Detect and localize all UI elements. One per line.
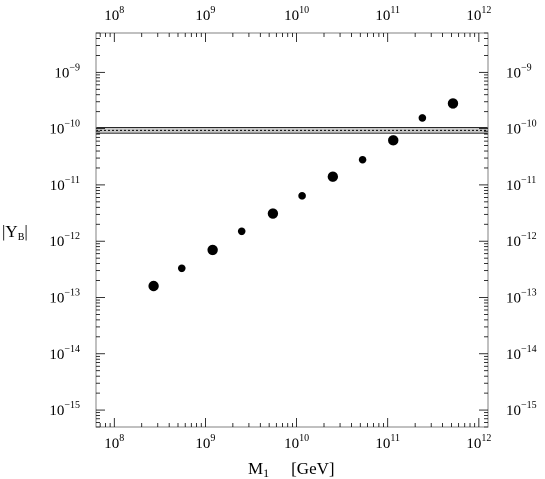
x-tick-label-top: 1011 <box>375 5 400 24</box>
data-point <box>237 227 246 236</box>
y-tick-label-right-exponent: −15 <box>521 400 537 411</box>
y-axis-subscript: B <box>18 232 25 243</box>
y-tick-label-right: 10−12 <box>506 231 537 250</box>
y-tick-label-right-exponent: −13 <box>521 287 537 298</box>
x-tick-label-top: 1010 <box>284 5 309 24</box>
y-tick-label-right-base: 10 <box>506 234 521 250</box>
y-tick-label-base: 10 <box>54 65 69 81</box>
x-tick-label-top-exponent: 9 <box>210 5 215 16</box>
y-tick-label-right-exponent: −9 <box>521 62 532 73</box>
y-tick-label: 10−14 <box>49 344 80 363</box>
observed-band-layer <box>95 127 489 134</box>
data-point <box>298 192 306 200</box>
y-tick-label-right-exponent: −11 <box>521 175 536 186</box>
y-tick-label-right: 10−10 <box>506 119 537 138</box>
y-axis-end: | <box>24 222 27 241</box>
y-tick-label: 10−15 <box>49 400 80 419</box>
y-tick-label-exponent: −11 <box>65 175 80 186</box>
y-tick-label-right-base: 10 <box>506 65 521 81</box>
x-tick-label-top-exponent: 10 <box>299 5 309 16</box>
y-tick-label-base: 10 <box>49 122 64 138</box>
y-tick-label-exponent: −15 <box>64 400 80 411</box>
y-tick-label-right-base: 10 <box>506 347 521 363</box>
x-axis-symbol: M <box>248 459 263 478</box>
x-tick-label-base: 10 <box>195 436 210 452</box>
x-tick-label-exponent: 9 <box>210 433 215 444</box>
y-tick-label-right-base: 10 <box>506 403 521 419</box>
x-tick-label: 1010 <box>284 433 309 452</box>
plot-frame <box>95 32 489 428</box>
data-point <box>388 135 399 146</box>
data-point <box>267 208 279 219</box>
x-tick-label-exponent: 12 <box>481 433 491 444</box>
tick-labels: 10810810910910101010101110111012101210−9… <box>49 5 536 452</box>
x-tick-label-top-exponent: 12 <box>481 5 491 16</box>
y-tick-label-right-base: 10 <box>506 122 521 138</box>
y-tick-label-exponent: −12 <box>64 231 80 242</box>
x-tick-label: 1012 <box>466 433 491 452</box>
data-point <box>358 155 367 164</box>
x-tick-label-top-exponent: 11 <box>390 5 400 16</box>
x-tick-label-base: 10 <box>375 436 390 452</box>
x-tick-label-exponent: 11 <box>390 433 400 444</box>
data-point <box>447 98 459 109</box>
y-tick-label-right-exponent: −12 <box>521 231 537 242</box>
data-points <box>148 98 459 292</box>
x-tick-label-exponent: 10 <box>299 433 309 444</box>
y-tick-label-base: 10 <box>49 290 64 306</box>
y-tick-label-right: 10−11 <box>506 175 536 194</box>
x-tick-label: 109 <box>195 433 215 452</box>
data-point <box>177 264 186 273</box>
y-tick-label-exponent: −9 <box>69 62 80 73</box>
data-point <box>418 114 427 122</box>
x-axis-subscript: 1 <box>263 466 269 479</box>
y-tick-label-exponent: −10 <box>64 119 80 130</box>
data-point <box>327 171 339 182</box>
y-tick-label-right-exponent: −10 <box>521 119 537 130</box>
y-tick-label-right: 10−15 <box>506 400 537 419</box>
x-tick-label-base: 10 <box>466 436 481 452</box>
y-axis-title: |YB| <box>2 222 28 243</box>
y-tick-label: 10−11 <box>50 175 80 194</box>
x-tick-label-top-exponent: 8 <box>119 5 124 16</box>
y-tick-label-exponent: −13 <box>64 287 80 298</box>
x-tick-label-top-base: 10 <box>466 8 481 24</box>
x-axis-unit: [GeV] <box>291 459 334 478</box>
tick-marks <box>96 32 488 428</box>
y-tick-label-right: 10−13 <box>506 287 537 306</box>
x-tick-label: 1011 <box>375 433 400 452</box>
y-tick-label-right: 10−9 <box>506 62 532 81</box>
x-tick-label-top: 1012 <box>466 5 491 24</box>
data-point <box>148 280 159 292</box>
x-tick-label-top: 108 <box>104 5 124 24</box>
x-axis-title: M1 [GeV] <box>248 459 335 479</box>
x-tick-label-base: 10 <box>284 436 299 452</box>
y-tick-label-right-base: 10 <box>506 290 521 306</box>
y-tick-label: 10−10 <box>49 119 80 138</box>
y-tick-label-right-base: 10 <box>506 178 521 194</box>
y-tick-label-exponent: −14 <box>64 344 80 355</box>
y-tick-label-right-exponent: −14 <box>521 344 537 355</box>
y-tick-label-base: 10 <box>50 178 65 194</box>
x-tick-label-top-base: 10 <box>104 8 119 24</box>
x-tick-label: 108 <box>104 433 124 452</box>
y-tick-label: 10−13 <box>49 287 80 306</box>
x-tick-label-exponent: 8 <box>119 433 124 444</box>
y-tick-label: 10−12 <box>49 231 80 250</box>
y-tick-label: 10−9 <box>54 62 80 81</box>
y-tick-label-base: 10 <box>49 403 64 419</box>
x-tick-label-top: 109 <box>195 5 215 24</box>
x-tick-label-base: 10 <box>104 436 119 452</box>
data-point <box>207 244 218 256</box>
y-tick-label-right: 10−14 <box>506 344 537 363</box>
y-tick-label-base: 10 <box>49 347 64 363</box>
x-tick-label-top-base: 10 <box>375 8 390 24</box>
x-tick-label-top-base: 10 <box>284 8 299 24</box>
x-tick-label-top-base: 10 <box>195 8 210 24</box>
y-tick-label-base: 10 <box>49 234 64 250</box>
y-axis-text: |Y <box>2 222 18 241</box>
